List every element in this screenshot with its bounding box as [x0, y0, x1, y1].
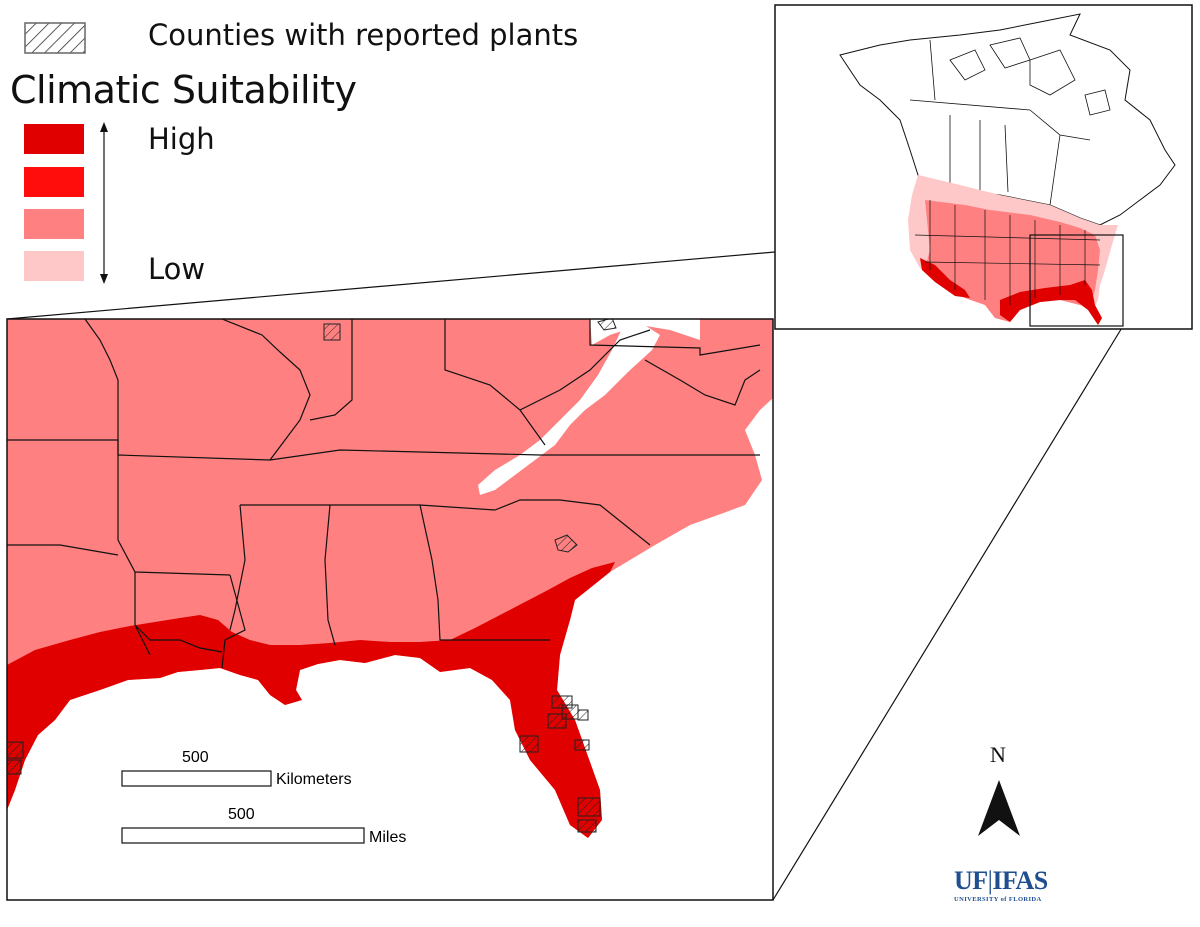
scale-bars: 500 Kilometers 500 Miles — [121, 749, 406, 846]
north-arrow-label: N — [990, 742, 1006, 767]
km-scale-bar — [121, 770, 272, 787]
legend-low-label: Low — [148, 252, 206, 286]
mile-scale-bar — [121, 827, 365, 844]
inset-usa-high — [920, 258, 1102, 325]
main-map — [7, 319, 773, 900]
swatch-low — [24, 251, 84, 281]
state-boundaries — [7, 319, 761, 669]
inset-canada — [839, 13, 1176, 226]
hatch-swatch — [24, 22, 86, 54]
km-scale-value: 500 — [182, 749, 209, 766]
land-high-gulf — [7, 562, 615, 838]
inset-map-frame — [774, 4, 1193, 330]
legend-arrow — [100, 122, 108, 284]
inset-zoom-box — [1029, 234, 1124, 327]
uf-ifas-logo: UF|IFAS UNIVERSITY of FLORIDA — [954, 866, 1048, 904]
km-scale-unit: Kilometers — [276, 771, 352, 788]
main-map-frame — [6, 318, 774, 901]
swatch-highest — [24, 124, 84, 154]
swatch-medium — [24, 209, 84, 239]
zoom-connector-lines — [6, 239, 1124, 901]
land-unsuitable-appalachian — [478, 322, 660, 495]
hatch-legend-label: Counties with reported plants — [148, 18, 579, 52]
mile-scale-unit: Miles — [369, 829, 406, 846]
legend-high-label: High — [148, 122, 215, 156]
land-medium — [7, 319, 773, 838]
land-unsuitable-north — [590, 319, 700, 345]
hatched-counties — [7, 319, 617, 833]
inset-map — [775, 5, 1192, 329]
legend-title: Climatic Suitability — [10, 68, 357, 112]
mile-scale-value: 500 — [228, 806, 255, 823]
north-arrow-icon — [978, 780, 1020, 836]
swatch-high — [24, 167, 84, 197]
